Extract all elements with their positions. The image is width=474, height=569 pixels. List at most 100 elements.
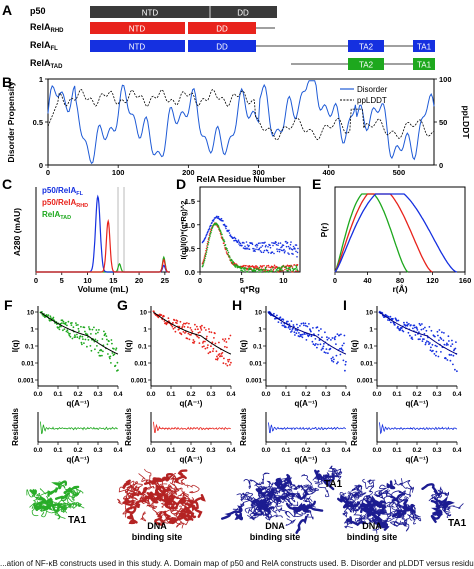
data-point [454,368,456,371]
data-point [206,335,208,338]
data-point [117,369,119,372]
data-point [437,334,439,337]
data-point [171,325,174,328]
data-point [77,324,79,326]
data-point [261,265,264,267]
data-point [245,264,247,267]
data-point [63,328,66,330]
data-point [191,330,194,333]
data-point [332,356,334,359]
x-tick-label: 0 [198,276,202,285]
data-point [64,323,67,326]
x-tick-label: 0.0 [146,391,155,398]
data-point [178,328,180,331]
data-point [294,248,296,250]
data-point [184,322,187,325]
data-point [334,338,336,341]
data-point [83,342,85,344]
y-tick-label: 0.0 [185,268,195,277]
x-axis-label: q*Rg [240,284,260,294]
data-point [207,344,209,346]
data-point [241,244,243,247]
data-point [290,265,292,268]
domain-label: TA2 [359,61,374,70]
data-point [196,325,198,328]
x-tick-label: 0.3 [432,391,441,398]
data-point [71,337,74,340]
x-tick-label: 0.0 [33,391,42,398]
data-point [81,335,84,338]
x-tick-label: 300 [252,168,265,177]
data-point [243,264,245,267]
data-point [387,319,389,321]
x-tick-label: 0 [46,168,50,177]
data-point [273,252,275,255]
data-point [308,334,311,336]
saxs-panel-f: F I(q) 10 1 0.1 0.01 0.001 0.0 0.1 0.2 0.3 0.4 q(A⁻¹… [4,297,123,464]
domain-label: DD [216,43,228,52]
x-tick-label: 0.0 [372,447,381,454]
data-point [322,345,325,348]
data-point [199,325,202,328]
fit-line [153,311,232,355]
panel-letter: I [343,297,347,313]
data-point [425,341,427,344]
series-line-fl [334,193,458,273]
data-point [223,242,225,244]
data-point [291,330,293,332]
data-point [76,333,78,336]
data-point [202,263,205,265]
data-point [436,345,438,348]
data-point [338,334,341,337]
data-point [208,331,211,333]
data-point [211,341,214,344]
data-point [340,333,342,336]
data-point [91,328,94,331]
saxs-panel-h: H I(q) 10 1 0.1 0.01 0.001 0.0 0.1 0.2 0.3 0.4 q(A⁻¹… [232,297,351,464]
y-tick-label-right: 100 [439,75,452,84]
x-axis-label: q(A⁻¹) [180,455,203,464]
data-point [204,236,207,239]
data-point [287,252,289,254]
data-point [406,324,409,327]
y-tick-label: 0.01 [134,361,147,368]
data-point [449,354,451,356]
data-point [267,246,269,248]
data-point [163,320,166,322]
x-tick-label: 0.4 [113,447,122,454]
data-point [285,326,287,329]
data-point [295,264,297,267]
data-point [47,314,50,316]
x-axis-label: q(A⁻¹) [295,455,318,464]
data-point [207,230,209,233]
data-point [106,343,109,346]
data-point [295,270,297,272]
data-point [308,323,310,325]
data-point [214,332,216,335]
data-point [110,362,112,364]
data-point [205,251,208,253]
data-point [401,327,403,329]
data-point [106,338,108,341]
data-point [276,248,278,250]
data-point [447,343,449,346]
data-point [208,227,211,229]
x-tick-label: 0.1 [392,447,401,454]
data-point [210,229,213,232]
data-point [287,320,289,323]
data-point [86,345,88,348]
data-point [95,332,97,335]
data-point [289,247,291,249]
data-point [188,338,191,341]
x-axis-label: q(A⁻¹) [180,399,203,408]
data-point [223,239,225,241]
x-tick-label: 0.2 [73,391,82,398]
data-point [248,268,251,271]
y-tick-label: 10 [255,310,263,317]
data-point [397,319,400,322]
x-tick-label: 0.0 [33,447,42,454]
data-point [434,344,437,347]
data-point [188,322,190,325]
x-tick-label: 80 [396,276,404,285]
data-point [82,338,84,340]
